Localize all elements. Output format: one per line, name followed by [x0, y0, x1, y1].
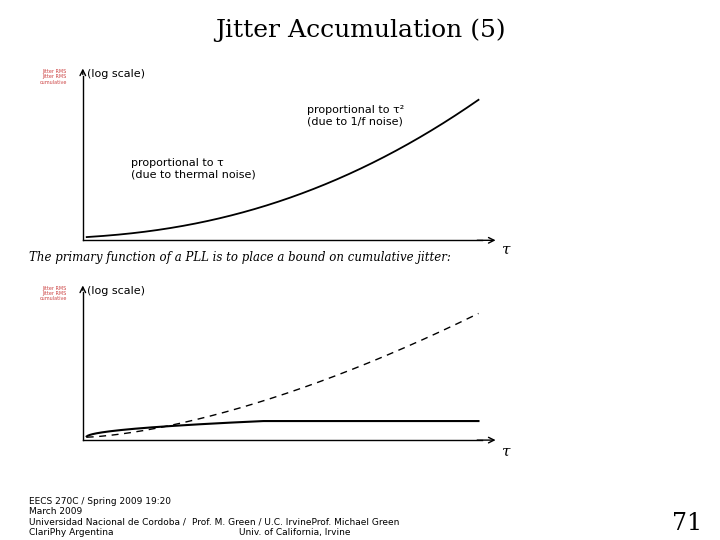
Text: τ: τ	[502, 445, 510, 459]
Text: proportional to τ
(due to thermal noise): proportional to τ (due to thermal noise)	[131, 158, 256, 179]
Text: τ: τ	[502, 243, 510, 257]
Text: EECS 270C / Spring 2009 19:20
March 2009
Universidad Nacional de Cordoba /
Clari: EECS 270C / Spring 2009 19:20 March 2009…	[29, 497, 186, 537]
Text: Jitter RMS
Jitter RMS
cumulative: Jitter RMS Jitter RMS cumulative	[40, 69, 67, 85]
Text: (log scale): (log scale)	[87, 286, 145, 296]
Text: (log scale): (log scale)	[87, 69, 145, 79]
Text: Prof. M. Green / U.C. IrvineProf. Michael Green
Univ. of California, Irvine: Prof. M. Green / U.C. IrvineProf. Michae…	[192, 518, 399, 537]
Text: Jitter Accumulation (5): Jitter Accumulation (5)	[215, 19, 505, 43]
Text: Jitter RMS
Jitter RMS
cumulative: Jitter RMS Jitter RMS cumulative	[40, 286, 67, 301]
Text: The primary function of a PLL is to place a bound on cumulative jitter:: The primary function of a PLL is to plac…	[29, 251, 451, 264]
Text: proportional to τ²
(due to 1/f noise): proportional to τ² (due to 1/f noise)	[307, 105, 404, 127]
Text: 71: 71	[672, 511, 702, 535]
